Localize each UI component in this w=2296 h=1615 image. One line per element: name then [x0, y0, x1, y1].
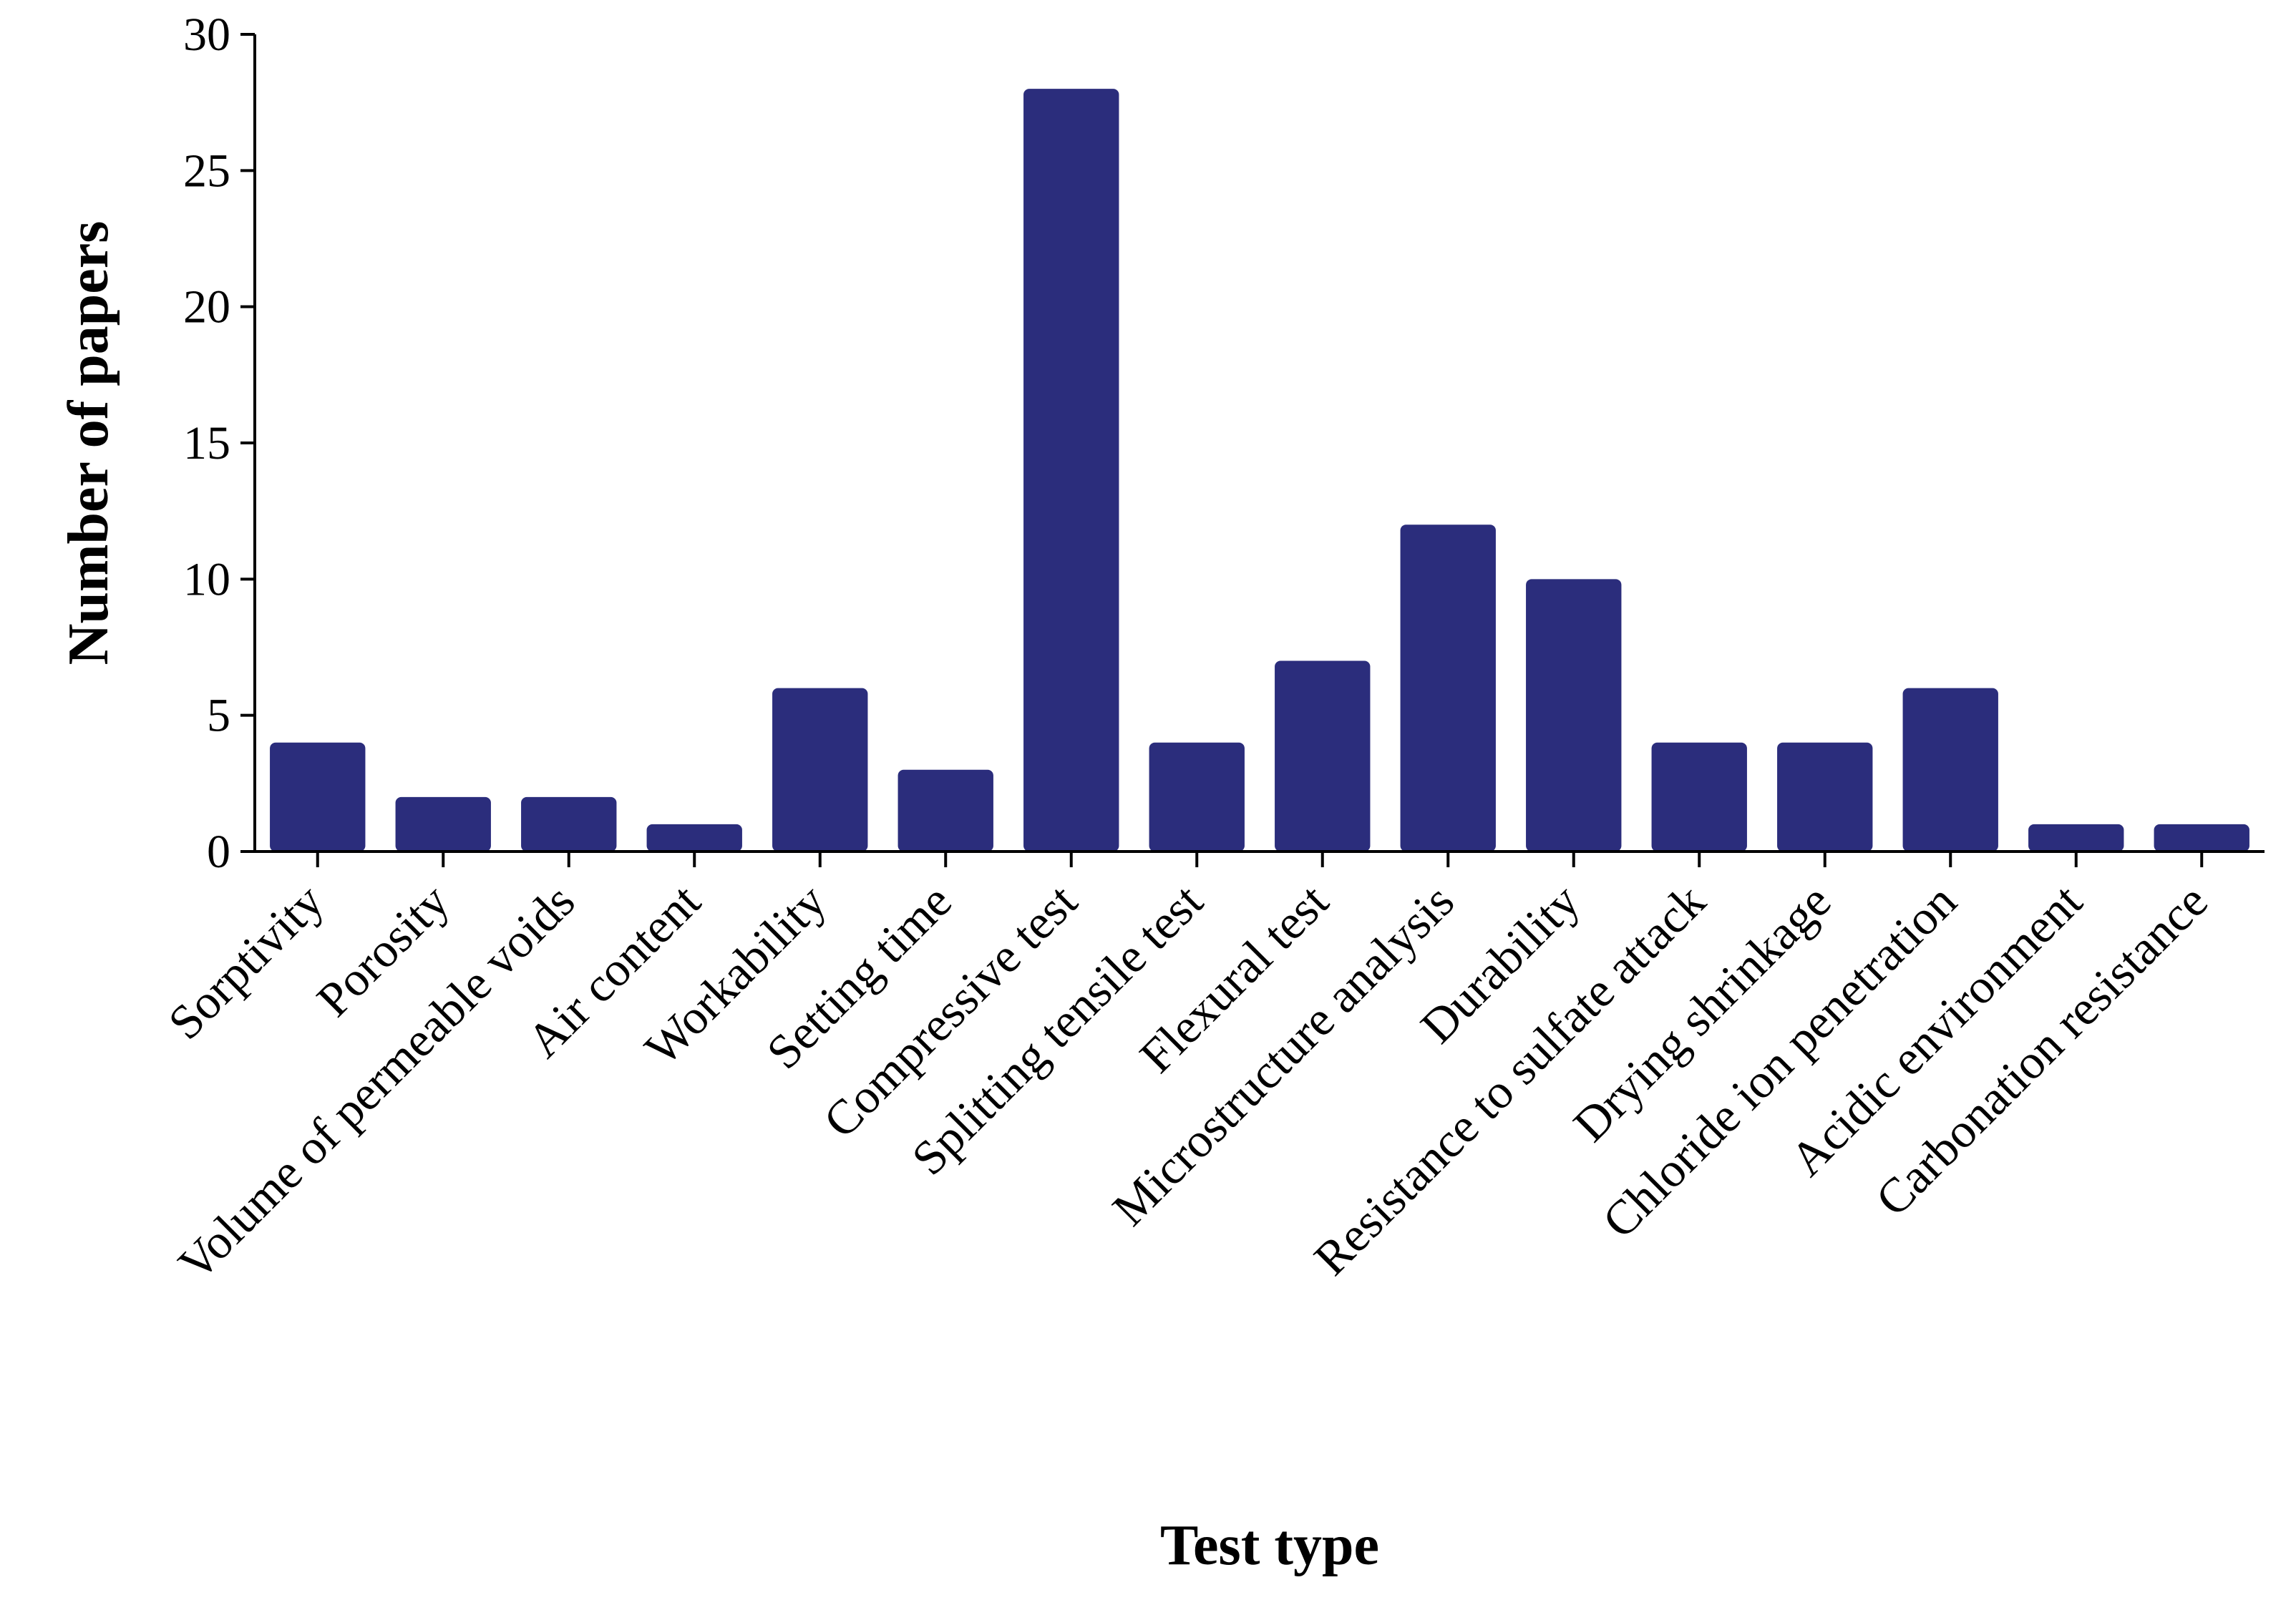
bar	[1023, 89, 1119, 852]
bar	[1400, 524, 1496, 852]
bar	[1275, 660, 1371, 852]
bar	[395, 796, 491, 852]
y-tick-label: 25	[183, 145, 230, 197]
y-tick-label: 30	[183, 9, 230, 61]
y-ticks-group: 0 5 10 15 20 25 30	[183, 9, 255, 878]
bar	[1526, 579, 1622, 852]
y-tick-label: 20	[183, 281, 230, 333]
bar	[2028, 824, 2124, 852]
bar	[2154, 824, 2249, 852]
bar	[521, 796, 617, 852]
bars-group	[270, 89, 2249, 852]
x-axis-title: Test type	[1160, 1514, 1379, 1577]
x-tick-label: Sorptivity	[157, 874, 334, 1050]
bar	[646, 824, 742, 852]
bar	[1777, 742, 1873, 852]
bar	[772, 688, 868, 852]
y-tick-label: 10	[183, 553, 230, 605]
bar	[1149, 742, 1245, 852]
y-tick-label: 5	[207, 690, 230, 742]
bar	[898, 769, 993, 852]
bar	[1902, 688, 1998, 852]
bar	[270, 742, 366, 852]
y-axis-title: Number of papers	[57, 221, 120, 665]
y-tick-label: 0	[207, 826, 230, 878]
bar	[1651, 742, 1747, 852]
y-tick-label: 15	[183, 417, 230, 469]
